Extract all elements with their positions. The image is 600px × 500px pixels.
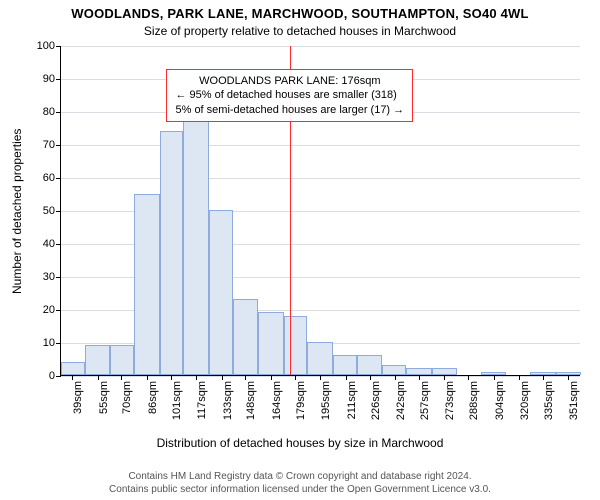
annotation-line-2: ← 95% of detached houses are smaller (31… (175, 88, 404, 102)
x-tick-label: 133sqm (222, 381, 234, 420)
x-tick-mark (98, 375, 99, 380)
gridline (61, 145, 580, 146)
x-tick-label: 86sqm (147, 381, 159, 414)
chart-footer: Contains HM Land Registry data © Crown c… (0, 471, 600, 496)
histogram-bar (357, 355, 382, 375)
histogram-bar (61, 362, 85, 375)
x-tick-label: 39sqm (72, 381, 84, 414)
x-tick-label: 242sqm (395, 381, 407, 420)
annotation-line-1: WOODLANDS PARK LANE: 176sqm (175, 74, 404, 88)
y-tick-label: 60 (43, 172, 61, 184)
y-tick-label: 50 (43, 205, 61, 217)
x-tick-mark (370, 375, 371, 380)
x-tick-mark (245, 375, 246, 380)
histogram-bar (333, 355, 357, 375)
annotation-line-3: 5% of semi-detached houses are larger (1… (175, 103, 404, 117)
gridline (61, 178, 580, 179)
x-tick-label: 226sqm (370, 381, 382, 420)
x-tick-mark (196, 375, 197, 380)
y-tick-label: 0 (49, 370, 61, 382)
y-tick-label: 100 (37, 40, 61, 52)
histogram-bar (134, 194, 159, 376)
histogram-bar (307, 342, 332, 375)
x-tick-label: 351sqm (568, 381, 580, 420)
x-tick-label: 195sqm (320, 381, 332, 420)
x-tick-mark (444, 375, 445, 380)
x-tick-mark (568, 375, 569, 380)
x-tick-label: 70sqm (121, 381, 133, 414)
x-tick-mark (147, 375, 148, 380)
x-tick-mark (320, 375, 321, 380)
x-tick-label: 211sqm (346, 381, 358, 419)
y-tick-label: 90 (43, 73, 61, 85)
x-tick-label: 320sqm (519, 381, 531, 420)
x-tick-label: 101sqm (171, 381, 183, 420)
x-tick-mark (395, 375, 396, 380)
x-tick-mark (271, 375, 272, 380)
x-tick-mark (72, 375, 73, 380)
histogram-bar (233, 299, 258, 375)
y-tick-label: 30 (43, 271, 61, 283)
x-tick-label: 304sqm (494, 381, 506, 420)
histogram-bar (160, 131, 184, 375)
x-tick-mark (419, 375, 420, 380)
histogram-bar (406, 368, 431, 375)
histogram-bar (258, 312, 283, 375)
x-tick-mark (468, 375, 469, 380)
x-tick-label: 257sqm (419, 381, 431, 420)
chart-title-address: WOODLANDS, PARK LANE, MARCHWOOD, SOUTHAM… (0, 6, 600, 21)
histogram-bar (183, 118, 208, 375)
histogram-bar (110, 345, 134, 375)
footer-line-2: Contains public sector information licen… (0, 484, 600, 497)
histogram-bar (432, 368, 457, 375)
gridline (61, 46, 580, 47)
x-tick-mark (222, 375, 223, 380)
annotation-box: WOODLANDS PARK LANE: 176sqm← 95% of deta… (166, 69, 413, 122)
histogram-bar (209, 210, 233, 375)
x-tick-label: 335sqm (543, 381, 555, 420)
x-tick-mark (494, 375, 495, 380)
x-tick-mark (295, 375, 296, 380)
x-tick-label: 117sqm (196, 381, 208, 419)
x-tick-label: 55sqm (98, 381, 110, 414)
x-tick-label: 179sqm (295, 381, 307, 420)
y-tick-label: 40 (43, 238, 61, 250)
x-tick-label: 273sqm (444, 381, 456, 420)
histogram-bar (284, 316, 308, 375)
chart-container: WOODLANDS, PARK LANE, MARCHWOOD, SOUTHAM… (0, 0, 600, 500)
x-axis-title: Distribution of detached houses by size … (0, 436, 600, 450)
histogram-bar (382, 365, 406, 375)
x-tick-mark (121, 375, 122, 380)
plot-area: 010203040506070809010039sqm55sqm70sqm86s… (60, 46, 580, 376)
y-tick-label: 80 (43, 106, 61, 118)
histogram-bar (85, 345, 110, 375)
x-tick-mark (346, 375, 347, 380)
footer-line-1: Contains HM Land Registry data © Crown c… (0, 471, 600, 484)
x-tick-label: 164sqm (271, 381, 283, 420)
x-tick-mark (519, 375, 520, 380)
chart-subtitle: Size of property relative to detached ho… (0, 24, 600, 38)
y-tick-label: 70 (43, 139, 61, 151)
x-tick-mark (543, 375, 544, 380)
y-axis-title: Number of detached properties (10, 128, 24, 293)
y-tick-label: 20 (43, 304, 61, 316)
x-tick-label: 288sqm (468, 381, 480, 420)
y-tick-label: 10 (43, 337, 61, 349)
x-tick-label: 148sqm (245, 381, 257, 420)
x-tick-mark (171, 375, 172, 380)
